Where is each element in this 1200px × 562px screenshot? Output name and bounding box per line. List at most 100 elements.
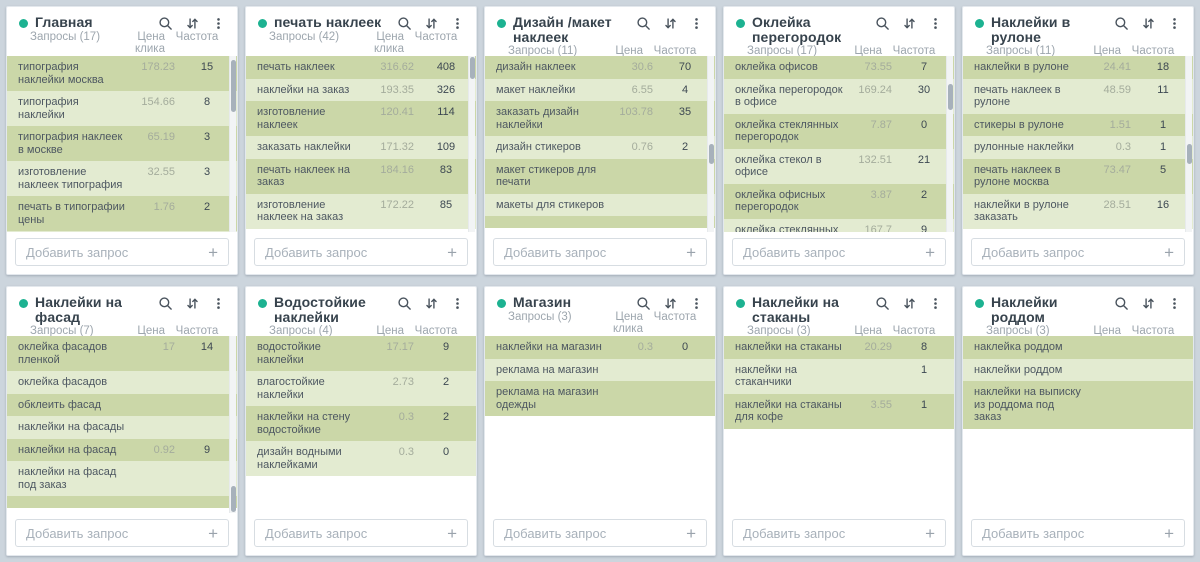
scrollbar-track[interactable] [946,56,953,232]
scrollbar-thumb[interactable] [709,144,714,164]
query-row[interactable]: дизайн наклеек 30.6 70 [485,56,715,79]
search-icon[interactable] [397,16,412,31]
query-row[interactable]: заказать дизайн наклейки 103.78 35 [485,101,715,136]
scrollbar-thumb[interactable] [470,57,475,79]
query-row[interactable]: наклейки на фасады [7,416,237,439]
search-icon[interactable] [397,296,412,311]
kebab-menu-icon[interactable] [451,297,464,310]
sort-icon[interactable] [186,17,199,30]
scrollbar-thumb[interactable] [1187,144,1192,164]
query-row[interactable]: стикеры в рулоне 1.51 1 [963,113,1193,136]
query-row[interactable]: типография наклейки москва 178.23 15 [7,56,237,91]
kebab-menu-icon[interactable] [1168,17,1181,30]
query-row[interactable]: наклейки на стену водостойкие 0.3 2 [246,406,476,441]
query-row[interactable]: макет стикеров для печати [485,158,715,194]
sort-icon[interactable] [1142,297,1155,310]
query-row[interactable]: дизайн стикеров 0.76 2 [485,136,715,159]
query-row[interactable]: реклама на магазин одежды [485,381,715,416]
query-row[interactable]: макеты для стикеров [485,193,715,216]
query-row[interactable] [7,496,237,508]
query-row[interactable]: изготовление наклеек типография 32.55 3 [7,161,237,196]
search-icon[interactable] [158,16,173,31]
search-icon[interactable] [636,296,651,311]
search-icon[interactable] [1114,16,1129,31]
add-query-input[interactable] [743,525,918,541]
query-row[interactable]: наклейки на выписку из роддома под заказ [963,381,1193,429]
query-row[interactable]: реклама на магазин [485,358,715,381]
kebab-menu-icon[interactable] [451,17,464,30]
query-row[interactable]: оклейка фасадов [7,371,237,394]
plus-icon[interactable]: + [447,523,457,543]
sort-icon[interactable] [664,17,677,30]
sort-icon[interactable] [903,297,916,310]
query-row[interactable]: рулонные наклейки 0.3 1 [963,136,1193,159]
query-row[interactable]: наклейки роддом [963,358,1193,381]
scrollbar-track[interactable] [1185,56,1192,232]
query-row[interactable]: печать наклеек 316.62 408 [246,56,476,79]
sort-icon[interactable] [425,17,438,30]
sort-icon[interactable] [186,297,199,310]
search-icon[interactable] [1114,296,1129,311]
query-row[interactable]: печать наклеек в рулоне 48.59 11 [963,78,1193,114]
plus-icon[interactable]: + [447,242,457,262]
sort-icon[interactable] [1142,17,1155,30]
add-query-input[interactable] [265,525,440,541]
plus-icon[interactable]: + [925,242,935,262]
kebab-menu-icon[interactable] [212,297,225,310]
query-row[interactable]: наклейки в рулоне заказать 28.51 16 [963,193,1193,229]
plus-icon[interactable]: + [208,523,218,543]
query-row[interactable]: оклейка фасадов пленкой 17 14 [7,336,237,371]
query-row[interactable]: наклейки на фасад под заказ [7,461,237,496]
query-row[interactable]: типография наклеек в москве 65.19 3 [7,126,237,161]
scrollbar-track[interactable] [468,56,475,232]
query-row[interactable]: печать наклеек на заказ 184.16 83 [246,158,476,194]
query-row[interactable]: наклейки на стаканчики 1 [724,358,954,394]
add-query-input[interactable] [26,525,201,541]
query-row[interactable]: дизайн водными наклейками 0.3 0 [246,441,476,476]
kebab-menu-icon[interactable] [929,297,942,310]
plus-icon[interactable]: + [925,523,935,543]
kebab-menu-icon[interactable] [929,17,942,30]
query-row[interactable]: изготовление наклеек 120.41 114 [246,101,476,136]
scrollbar-track[interactable] [229,336,236,513]
query-row[interactable]: наклейки на стаканы 20.29 8 [724,336,954,359]
add-query-input[interactable] [982,525,1157,541]
query-row[interactable]: оклейка стекол в офисе 132.51 21 [724,148,954,184]
query-row[interactable]: оклейка перегородок в офисе 169.24 30 [724,78,954,114]
query-row[interactable]: 0.3 0 [7,231,237,232]
query-row[interactable]: наклейки на стаканы для кофе 3.55 1 [724,393,954,429]
search-icon[interactable] [158,296,173,311]
scrollbar-thumb[interactable] [231,486,236,512]
scrollbar-track[interactable] [707,56,714,232]
sort-icon[interactable] [664,297,677,310]
query-row[interactable]: влагостойкие наклейки 2.73 2 [246,371,476,406]
query-row[interactable]: оклейка стеклянных 167.7 9 [724,218,954,232]
plus-icon[interactable]: + [686,242,696,262]
add-query-input[interactable] [982,244,1157,260]
plus-icon[interactable]: + [1164,523,1174,543]
search-icon[interactable] [875,296,890,311]
query-row[interactable]: наклейки на фасад 0.92 9 [7,438,237,461]
scrollbar-thumb[interactable] [948,84,953,110]
search-icon[interactable] [636,16,651,31]
kebab-menu-icon[interactable] [1168,297,1181,310]
add-query-input[interactable] [504,525,679,541]
query-row[interactable]: наклейка роддом [963,336,1193,359]
query-row[interactable]: оклейка офисных перегородок 3.87 2 [724,183,954,219]
search-icon[interactable] [875,16,890,31]
query-row[interactable]: типография наклейки 154.66 8 [7,91,237,126]
plus-icon[interactable]: + [208,242,218,262]
query-row[interactable]: заказать наклейки 171.32 109 [246,136,476,159]
kebab-menu-icon[interactable] [690,17,703,30]
query-row[interactable]: наклейки на магазин 0.3 0 [485,336,715,359]
add-query-input[interactable] [504,244,679,260]
add-query-input[interactable] [265,244,440,260]
scrollbar-track[interactable] [229,56,236,232]
query-row[interactable]: наклейки в рулоне 24.41 18 [963,56,1193,79]
query-row[interactable]: макет наклейки 6.55 4 [485,78,715,101]
sort-icon[interactable] [425,297,438,310]
query-row[interactable]: печать в типографии цены 1.76 2 [7,196,237,231]
query-row[interactable]: печать наклеек в рулоне москва 73.47 5 [963,158,1193,194]
query-row[interactable]: наклейки на заказ 193.35 326 [246,78,476,101]
add-query-input[interactable] [26,244,201,260]
